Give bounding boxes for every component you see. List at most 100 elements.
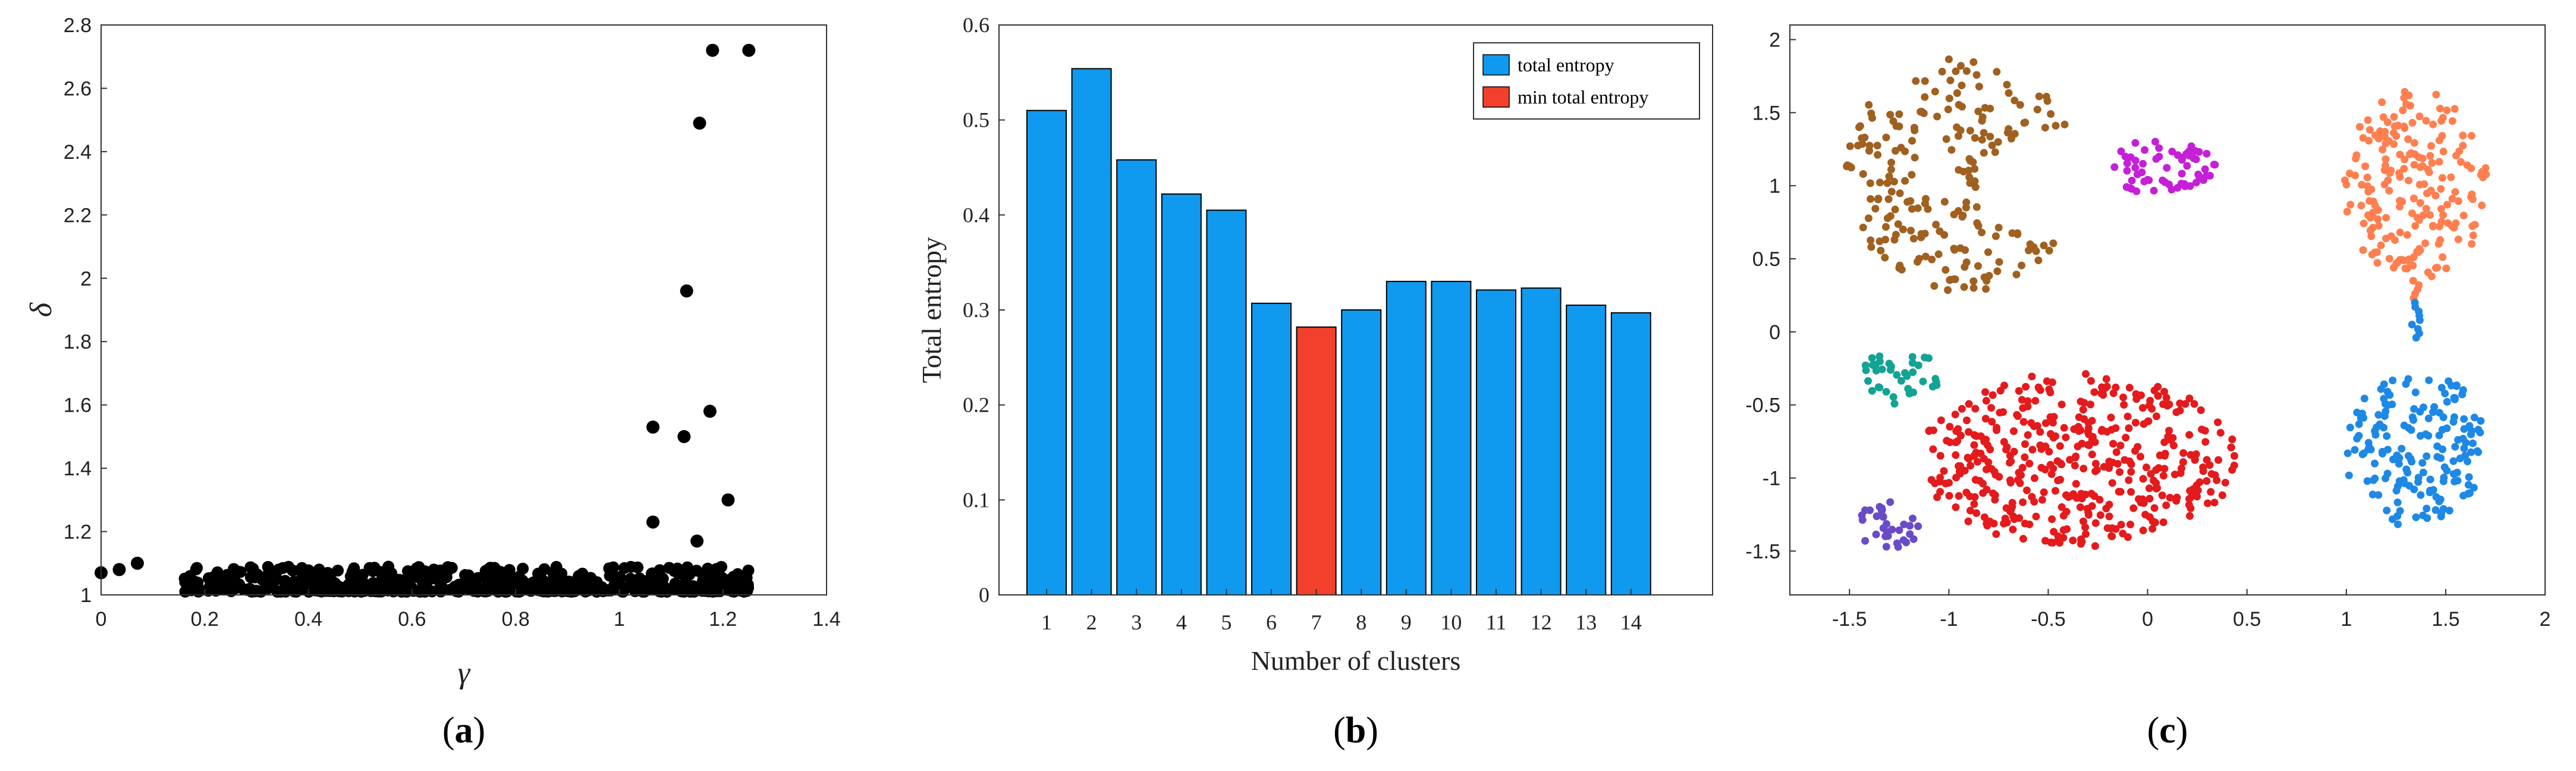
cluster-point-brown-crescent (2035, 92, 2043, 101)
panel-a-data-point (328, 582, 341, 595)
cluster-point-blue-drop (2360, 394, 2368, 403)
cluster-point-red-oval (1980, 513, 1988, 521)
panel-b-label: (b) (1333, 710, 1378, 751)
cluster-point-brown-crescent (2045, 246, 2053, 255)
cluster-point-red-oval (2119, 529, 2127, 538)
cluster-point-brown-crescent (1930, 282, 1939, 290)
cluster-point-red-oval (2126, 521, 2135, 529)
cluster-point-red-oval (2057, 400, 2066, 409)
cluster-point-brown-crescent (1942, 266, 1950, 274)
panel-a-outlier-point (646, 515, 660, 529)
cluster-point-brown-crescent (1969, 284, 1978, 292)
cluster-point-brown-crescent (1887, 158, 1896, 167)
cluster-point-teal-blob (1872, 366, 1880, 375)
cluster-point-brown-crescent (1892, 147, 1900, 155)
cluster-point-red-oval (2116, 468, 2124, 477)
cluster-point-blue-drop (2441, 389, 2449, 397)
cluster-point-brown-crescent (1889, 117, 1898, 126)
cluster-point-red-oval (2107, 413, 2115, 422)
cluster-point-red-oval (2154, 383, 2162, 391)
cluster-point-blue-drop (2408, 457, 2416, 466)
cluster-point-brown-crescent (1945, 94, 1953, 102)
cluster-point-red-oval (2117, 521, 2125, 529)
cluster-point-magenta-blob (2186, 182, 2194, 190)
cluster-point-red-oval (2066, 456, 2074, 464)
cluster-point-orange-drop (2367, 232, 2376, 240)
panel-a-data-point (592, 581, 604, 593)
cluster-point-red-oval (2162, 394, 2170, 402)
cluster-point-orange-drop (2456, 158, 2465, 166)
cluster-point-brown-crescent (1911, 126, 1919, 134)
cluster-point-brown-crescent (1944, 105, 1952, 114)
cluster-point-red-oval (2079, 517, 2087, 525)
cluster-point-red-oval (2096, 511, 2104, 519)
cluster-point-purple-blob (1879, 512, 1887, 521)
cluster-point-magenta-blob (2194, 170, 2203, 178)
cluster-point-orange-drop (2409, 194, 2418, 202)
cluster-point-brown-crescent (2032, 247, 2040, 255)
cluster-point-blue-drop (2346, 424, 2354, 432)
panel-b-legend: total entropy min total entropy (1473, 42, 1700, 120)
panel-a-data-point (232, 579, 244, 591)
cluster-point-brown-crescent (1908, 205, 1916, 213)
cluster-point-orange-drop (2415, 112, 2424, 121)
panel-c-x-tick-label: 1 (2341, 608, 2352, 631)
cluster-point-orange-drop (2400, 165, 2408, 173)
cluster-point-blue-drop (2439, 413, 2448, 421)
cluster-point-brown-crescent (1972, 203, 1981, 211)
cluster-point-brown-crescent (1953, 89, 1961, 98)
cluster-point-red-oval (2069, 536, 2077, 544)
cluster-point-brown-crescent (1909, 234, 1918, 243)
cluster-point-red-oval (1952, 503, 1960, 512)
cluster-point-red-oval (2090, 388, 2099, 396)
cluster-point-blue-drop (2398, 444, 2406, 453)
cluster-point-orange-drop (2400, 94, 2408, 102)
panel-a-y-tick-label: 2.4 (64, 141, 92, 164)
panel-a-data-point (640, 575, 652, 587)
cluster-point-red-oval (2213, 476, 2221, 484)
cluster-point-red-oval (2075, 413, 2083, 421)
cluster-point-blue-drop (2376, 420, 2384, 428)
cluster-point-red-oval (2165, 427, 2173, 435)
cluster-point-red-oval (2131, 447, 2140, 455)
cluster-point-red-oval (2207, 488, 2215, 496)
cluster-point-orange-drop (2428, 159, 2436, 167)
cluster-point-brown-crescent (1906, 227, 1915, 235)
cluster-point-orange-drop (2398, 198, 2407, 206)
cluster-point-brown-crescent (1928, 255, 1936, 264)
panel-a-data-point (433, 573, 445, 586)
cluster-point-blue-drop (2355, 420, 2363, 428)
cluster-point-red-oval (2018, 463, 2027, 472)
cluster-point-red-oval (2059, 534, 2068, 542)
cluster-point-brown-crescent (1890, 177, 1898, 186)
cluster-point-red-oval (2006, 459, 2014, 467)
cluster-point-red-oval (2162, 501, 2170, 509)
cluster-point-orange-drop (2402, 100, 2411, 108)
cluster-point-blue-drop (2416, 408, 2424, 416)
cluster-point-brown-crescent (1921, 93, 1929, 101)
panel-b-x-tick-label: 11 (1486, 610, 1507, 634)
cluster-point-blue-drop (2355, 431, 2363, 440)
cluster-point-red-oval (1965, 400, 1973, 408)
cluster-point-red-oval (2081, 530, 2090, 538)
cluster-point-red-oval (1988, 418, 1996, 426)
cluster-point-teal-blob (1908, 353, 1917, 361)
cluster-point-red-oval (2022, 383, 2030, 391)
cluster-point-red-oval (1983, 485, 1991, 494)
panel-a-data-point (190, 584, 202, 596)
panel-b-x-tick-label: 10 (1440, 610, 1462, 634)
cluster-point-red-oval (2204, 499, 2212, 507)
cluster-point-orange-drop (2424, 268, 2432, 277)
cluster-point-orange-drop (2471, 221, 2479, 229)
cluster-point-magenta-blob (2206, 171, 2214, 180)
cluster-point-brown-crescent (1955, 166, 1963, 174)
cluster-point-orange-drop (2426, 152, 2434, 160)
cluster-bridge-point (2408, 321, 2416, 329)
panel-a-data-point (715, 560, 728, 573)
panel-b-x-tick-label: 1 (1041, 610, 1052, 634)
cluster-point-red-oval (1973, 457, 1981, 466)
cluster-point-brown-crescent (1962, 67, 1971, 75)
cluster-point-red-oval (2159, 472, 2167, 480)
panel-a-data-point (712, 571, 724, 584)
cluster-point-red-oval (2148, 525, 2157, 533)
